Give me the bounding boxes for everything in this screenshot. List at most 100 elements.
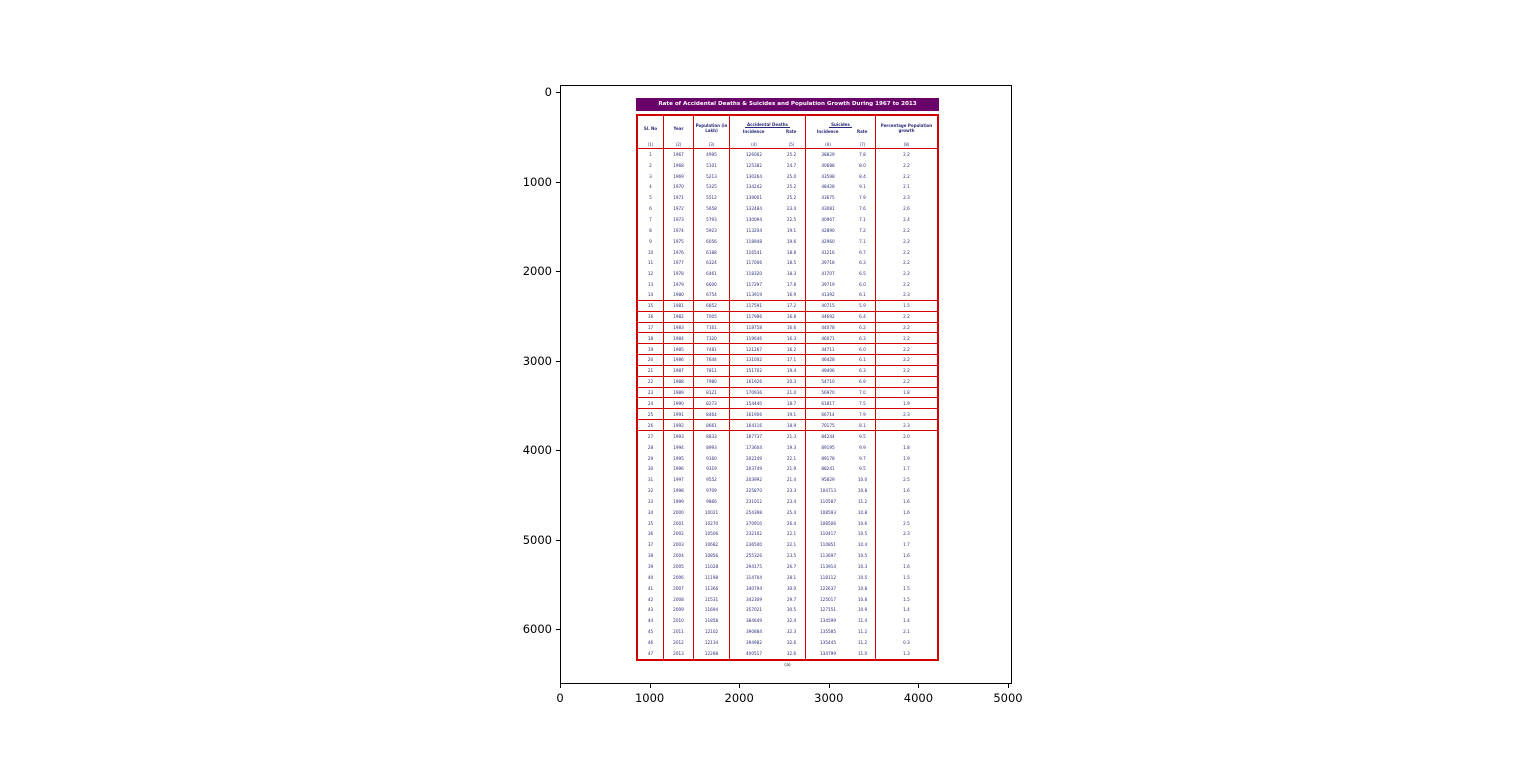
table-cell: 1.3 <box>903 650 910 656</box>
table-cell: 127151 <box>820 607 836 613</box>
table-row: 42 2008 11531 342309 29.7 125017 10.8 1.5 <box>638 593 937 605</box>
y-tick-label: 5000 <box>522 532 552 547</box>
header-s-rate: Rate <box>856 129 868 134</box>
table-cell: 2.2 <box>903 227 910 233</box>
table-cell: 36 <box>638 528 664 540</box>
table-cell: 49406 <box>821 368 835 374</box>
table-cell: 2.2 <box>903 379 910 385</box>
table-cell: 110851 <box>820 542 836 548</box>
table-cell: 1967 <box>664 149 694 160</box>
table-cell: 10 <box>638 246 664 258</box>
table-row: 33 1999 9866 231012 23.4 110587 11.2 1.6 <box>638 496 937 507</box>
x-tick-mark <box>918 684 920 688</box>
table-cell: 7.9 <box>850 192 876 204</box>
table-cell: 173604 <box>746 444 762 450</box>
table-cell: 1.8 <box>903 444 910 450</box>
table-row: 21 1987 7811 151702 19.4 49406 6.3 2.2 <box>638 365 937 377</box>
table-cell: 1.9 <box>903 455 910 461</box>
table-cell: 0.3 <box>903 639 910 645</box>
table-cell: 6461 <box>694 268 730 280</box>
table-cell: 1991 <box>664 409 694 420</box>
table-cell: 2011 <box>664 626 694 637</box>
column-numbers-row: (1) (2) (3) (4) (5) (6) (7) (8) <box>638 140 937 149</box>
table-title: Rate of Accidental Deaths & Suicides and… <box>636 98 939 111</box>
table-cell: 2.5 <box>903 520 910 526</box>
table-cell: 135585 <box>820 629 836 635</box>
table-cell: 130264 <box>746 173 762 179</box>
x-tick-mark <box>739 684 741 688</box>
table-row: 19 1985 7481 121267 16.2 44711 6.0 2.2 <box>638 344 937 356</box>
table-cell: 21.3 <box>778 430 806 442</box>
table-row: 16 1982 7005 117986 16.8 44692 6.4 2.2 <box>638 311 937 323</box>
table-cell: 43675 <box>821 195 835 201</box>
table-cell: 2010 <box>664 615 694 627</box>
table-cell: 18 <box>638 333 664 344</box>
table-cell: 25.4 <box>778 506 806 518</box>
column-number: (5) <box>778 140 806 148</box>
table-cell: 1990 <box>664 398 694 409</box>
table-cell: 8.1 <box>850 420 876 430</box>
table-cell: 2007 <box>664 582 694 594</box>
table-cell: 10.6 <box>850 517 876 529</box>
table-cell: 19.6 <box>778 235 806 247</box>
table-cell: 6056 <box>694 235 730 247</box>
x-tick-label: 5000 <box>993 691 1023 705</box>
table-cell: 2.0 <box>903 433 910 439</box>
table-cell: 25 <box>638 409 664 420</box>
table-cell: 40967 <box>821 216 835 222</box>
table-cell: 1.8 <box>903 389 910 395</box>
table-cell: 20.3 <box>778 376 806 387</box>
table-cell: 6.3 <box>850 365 876 376</box>
table-cell: 1968 <box>664 159 694 171</box>
x-tick-label: 2000 <box>724 691 754 705</box>
table-cell: 134242 <box>746 184 762 190</box>
table-cell: 7481 <box>694 344 730 355</box>
table-cell: 7.1 <box>850 235 876 247</box>
table-cell: 294175 <box>746 563 762 569</box>
table-cell: 8464 <box>694 409 730 420</box>
table-row: 36 2002 10506 232102 22.1 110417 10.5 2.3 <box>638 528 937 540</box>
table-cell: 4995 <box>694 149 730 160</box>
table-cell: 8661 <box>694 420 730 430</box>
table-cell: 110587 <box>820 498 836 504</box>
table-cell: 118320 <box>746 271 762 277</box>
table-cell: 17 <box>638 322 664 333</box>
table-cell: 10270 <box>694 517 730 529</box>
table-cell: 254398 <box>746 509 762 515</box>
table-cell: 2.3 <box>903 411 910 417</box>
table-cell: 17.8 <box>778 279 806 290</box>
table-cell: 1998 <box>664 485 694 496</box>
table-cell: 44711 <box>821 346 835 352</box>
x-tick-label: 1000 <box>634 691 665 705</box>
table-row: 40 2006 11198 314704 28.1 118112 10.5 1.5 <box>638 571 937 583</box>
table-cell: 25.2 <box>778 192 806 204</box>
table-row: 39 2005 11028 294175 26.7 113914 10.3 1.6 <box>638 561 937 572</box>
x-tick-mark <box>649 684 651 688</box>
table-cell: 19 <box>638 344 664 355</box>
table-cell: 40715 <box>821 303 835 309</box>
table-cell: 2001 <box>664 517 694 529</box>
table-row: 34 2000 10021 254398 25.4 108593 10.8 1.6 <box>638 506 937 518</box>
table-cell: 1985 <box>664 344 694 355</box>
table-cell: 1995 <box>664 452 694 464</box>
table-cell: 6.5 <box>850 268 876 280</box>
table-cell: 16.2 <box>778 344 806 355</box>
table-cell: 10856 <box>694 550 730 562</box>
y-tick-label: 1000 <box>522 174 552 189</box>
table-cell: 1989 <box>664 387 694 398</box>
table-cell: 11.0 <box>850 647 876 659</box>
table-cell: 104713 <box>820 488 836 494</box>
table-cell: 2002 <box>664 528 694 540</box>
table-cell: 1982 <box>664 311 694 322</box>
table-cell: 17.2 <box>778 300 806 311</box>
table-cell: 1983 <box>664 322 694 333</box>
table-cell: 27 <box>638 430 664 442</box>
table-cell: 21.9 <box>778 463 806 475</box>
table-cell: 116541 <box>746 249 762 255</box>
table-cell: 135445 <box>820 639 836 645</box>
table-row: 9 1975 6056 118948 19.6 42960 7.1 2.2 <box>638 235 937 247</box>
table-cell: 2003 <box>664 539 694 551</box>
table-cell: 12 <box>638 268 664 280</box>
table-cell: 32.3 <box>778 626 806 637</box>
table-cell: 2009 <box>664 604 694 616</box>
